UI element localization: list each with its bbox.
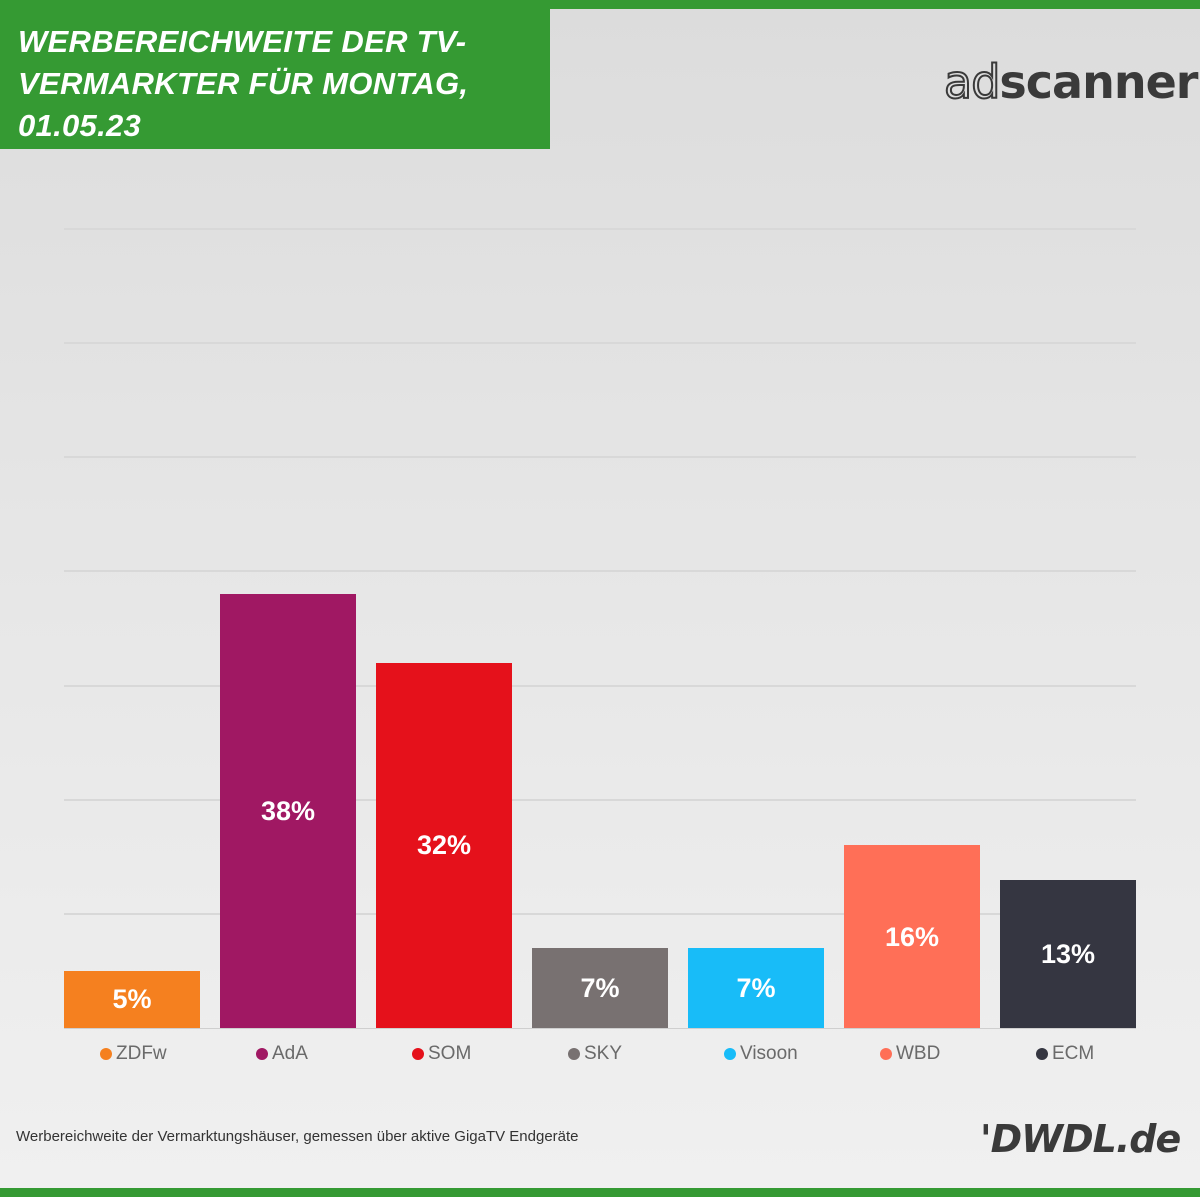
- legend-item-som: SOM: [412, 1042, 471, 1066]
- legend-label-sky: SKY: [584, 1043, 623, 1064]
- legend-dot-ada: [256, 1048, 268, 1060]
- legend-dot-sky: [568, 1048, 580, 1060]
- bar-value-label-visoon: 7%: [736, 973, 776, 1004]
- legend-label-wbd: WBD: [896, 1043, 941, 1064]
- bar-value-label-zdfw: 5%: [112, 984, 152, 1015]
- legend-label-ecm: ECM: [1052, 1043, 1095, 1064]
- footnote: Werbereichweite der Vermarktungshäuser, …: [16, 1128, 579, 1145]
- legend-item-sky: SKY: [568, 1042, 622, 1066]
- x-axis-baseline: [64, 1028, 1136, 1029]
- gridline: [64, 456, 1136, 459]
- bar-zdfw: [64, 970, 200, 1028]
- legend-item-ecm: ECM: [1036, 1042, 1094, 1066]
- bar-som: [376, 662, 512, 1028]
- bottom-accent-strip: [0, 1188, 1200, 1197]
- bar-value-label-wbd: 16%: [884, 921, 940, 952]
- dwdl-logo: 'DWDL.de: [980, 1117, 1181, 1161]
- bar-visoon: [688, 948, 824, 1028]
- gridline: [64, 228, 1136, 230]
- bar-ecm: [1000, 879, 1136, 1028]
- adscanner-logo: adscanner: [943, 52, 1198, 112]
- chart-title-line-1: WERBEREICHWEITE DER TV-: [18, 24, 467, 59]
- bar-value-label-ada: 38%: [260, 796, 316, 827]
- gridline: [64, 912, 1136, 915]
- top-accent-strip: [0, 0, 1200, 9]
- bar-sky: [532, 948, 668, 1028]
- legend-item-wbd: WBD: [880, 1042, 940, 1066]
- legend-item-zdfw: ZDFw: [100, 1042, 167, 1066]
- legend-dot-visoon: [724, 1048, 736, 1060]
- bar-value-label-som: 32%: [416, 830, 472, 861]
- legend-label-zdfw: ZDFw: [116, 1043, 167, 1064]
- legend-label-visoon: Visoon: [740, 1043, 798, 1064]
- legend-dot-zdfw: [100, 1048, 112, 1060]
- legend-item-visoon: Visoon: [724, 1042, 798, 1066]
- bar-value-label-sky: 7%: [580, 973, 620, 1004]
- chart-title: WERBEREICHWEITE DER TV- VERMARKTER FÜR M…: [18, 21, 534, 147]
- legend-label-ada: AdA: [272, 1043, 308, 1064]
- bar-wbd: [844, 845, 980, 1028]
- legend-dot-wbd: [880, 1048, 892, 1060]
- legend-dot-som: [412, 1048, 424, 1060]
- gridline: [64, 342, 1136, 345]
- bar-value-label-ecm: 13%: [1040, 938, 1096, 969]
- legend-dot-ecm: [1036, 1048, 1048, 1060]
- legend-item-ada: AdA: [256, 1042, 308, 1066]
- adscanner-logo-scanner: scanner: [999, 55, 1198, 109]
- legend-label-som: SOM: [428, 1043, 472, 1064]
- gridline: [64, 570, 1136, 573]
- gridline: [64, 798, 1136, 801]
- bar-ada: [220, 594, 356, 1028]
- title-box: WERBEREICHWEITE DER TV- VERMARKTER FÜR M…: [0, 9, 550, 149]
- chart-title-line-2: VERMARKTER FÜR MONTAG,: [18, 66, 469, 101]
- gridline: [64, 684, 1136, 687]
- chart-title-line-3: 01.05.23: [18, 108, 142, 143]
- adscanner-logo-ad: ad: [943, 54, 1001, 110]
